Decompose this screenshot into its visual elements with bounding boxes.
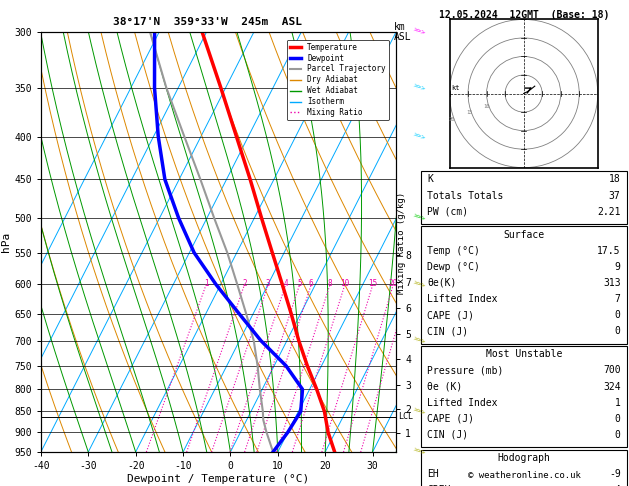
Text: CIN (J): CIN (J) [427,430,469,440]
Text: 4: 4 [615,485,621,486]
Text: Hodograph: Hodograph [498,453,550,463]
Text: 37: 37 [609,191,621,201]
Text: SREH: SREH [427,485,451,486]
Text: 0: 0 [615,310,621,320]
Text: 15: 15 [368,279,377,288]
Text: >>>: >>> [412,83,426,93]
Text: 7: 7 [615,294,621,304]
Text: 2.21: 2.21 [597,207,621,217]
Text: 9: 9 [615,262,621,272]
Text: kt: kt [452,85,460,91]
Text: Totals Totals: Totals Totals [427,191,504,201]
Bar [421,450,627,486]
Text: 15: 15 [466,110,473,115]
Y-axis label: hPa: hPa [1,232,11,252]
Text: 313: 313 [603,278,621,288]
Text: EH: EH [427,469,439,479]
Legend: Temperature, Dewpoint, Parcel Trajectory, Dry Adiabat, Wet Adiabat, Isotherm, Mi: Temperature, Dewpoint, Parcel Trajectory… [287,40,389,120]
Text: © weatheronline.co.uk: © weatheronline.co.uk [467,471,581,480]
Text: >>>: >>> [412,406,426,417]
Text: 1: 1 [204,279,208,288]
Text: 0: 0 [615,414,621,424]
Text: Lifted Index: Lifted Index [427,294,498,304]
Text: >>>: >>> [412,279,426,289]
Text: 4: 4 [284,279,288,288]
Text: θe(K): θe(K) [427,278,457,288]
Text: ASL: ASL [394,32,411,42]
Text: 324: 324 [603,382,621,392]
Text: >>>: >>> [412,336,426,346]
Text: Mixing Ratio (g/kg): Mixing Ratio (g/kg) [397,192,406,294]
Text: 20: 20 [389,279,398,288]
Text: PW (cm): PW (cm) [427,207,469,217]
Text: Most Unstable: Most Unstable [486,349,562,360]
X-axis label: Dewpoint / Temperature (°C): Dewpoint / Temperature (°C) [128,474,309,484]
Text: >>>: >>> [412,27,426,36]
Text: LCL: LCL [398,413,413,421]
Text: 5: 5 [298,279,302,288]
Bar [421,346,627,447]
Text: CAPE (J): CAPE (J) [427,310,474,320]
Text: 17.5: 17.5 [597,246,621,256]
Text: 6: 6 [309,279,314,288]
Text: 0: 0 [615,430,621,440]
Text: -9: -9 [609,469,621,479]
Text: >>>: >>> [412,447,426,457]
Text: Surface: Surface [503,230,545,240]
Text: Temp (°C): Temp (°C) [427,246,480,256]
Text: 38°17'N  359°33'W  245m  ASL: 38°17'N 359°33'W 245m ASL [113,17,302,27]
Text: Dewp (°C): Dewp (°C) [427,262,480,272]
Text: km: km [394,22,406,32]
Text: K: K [427,174,433,185]
Text: 1: 1 [615,398,621,408]
Text: >>>: >>> [412,132,426,141]
Text: 12.05.2024  12GMT  (Base: 18): 12.05.2024 12GMT (Base: 18) [439,10,609,20]
Text: CAPE (J): CAPE (J) [427,414,474,424]
Text: 700: 700 [603,365,621,376]
Text: 20: 20 [449,117,455,122]
Text: 10: 10 [340,279,350,288]
Text: θe (K): θe (K) [427,382,462,392]
Bar [421,226,627,344]
Text: 8: 8 [328,279,332,288]
Text: CIN (J): CIN (J) [427,326,469,336]
Text: Pressure (mb): Pressure (mb) [427,365,504,376]
Text: 2: 2 [242,279,247,288]
Text: >>>: >>> [412,213,426,223]
Text: 3: 3 [266,279,270,288]
Text: Lifted Index: Lifted Index [427,398,498,408]
Bar [421,171,627,224]
Text: 10: 10 [484,104,490,109]
Text: 0: 0 [615,326,621,336]
Text: 18: 18 [609,174,621,185]
